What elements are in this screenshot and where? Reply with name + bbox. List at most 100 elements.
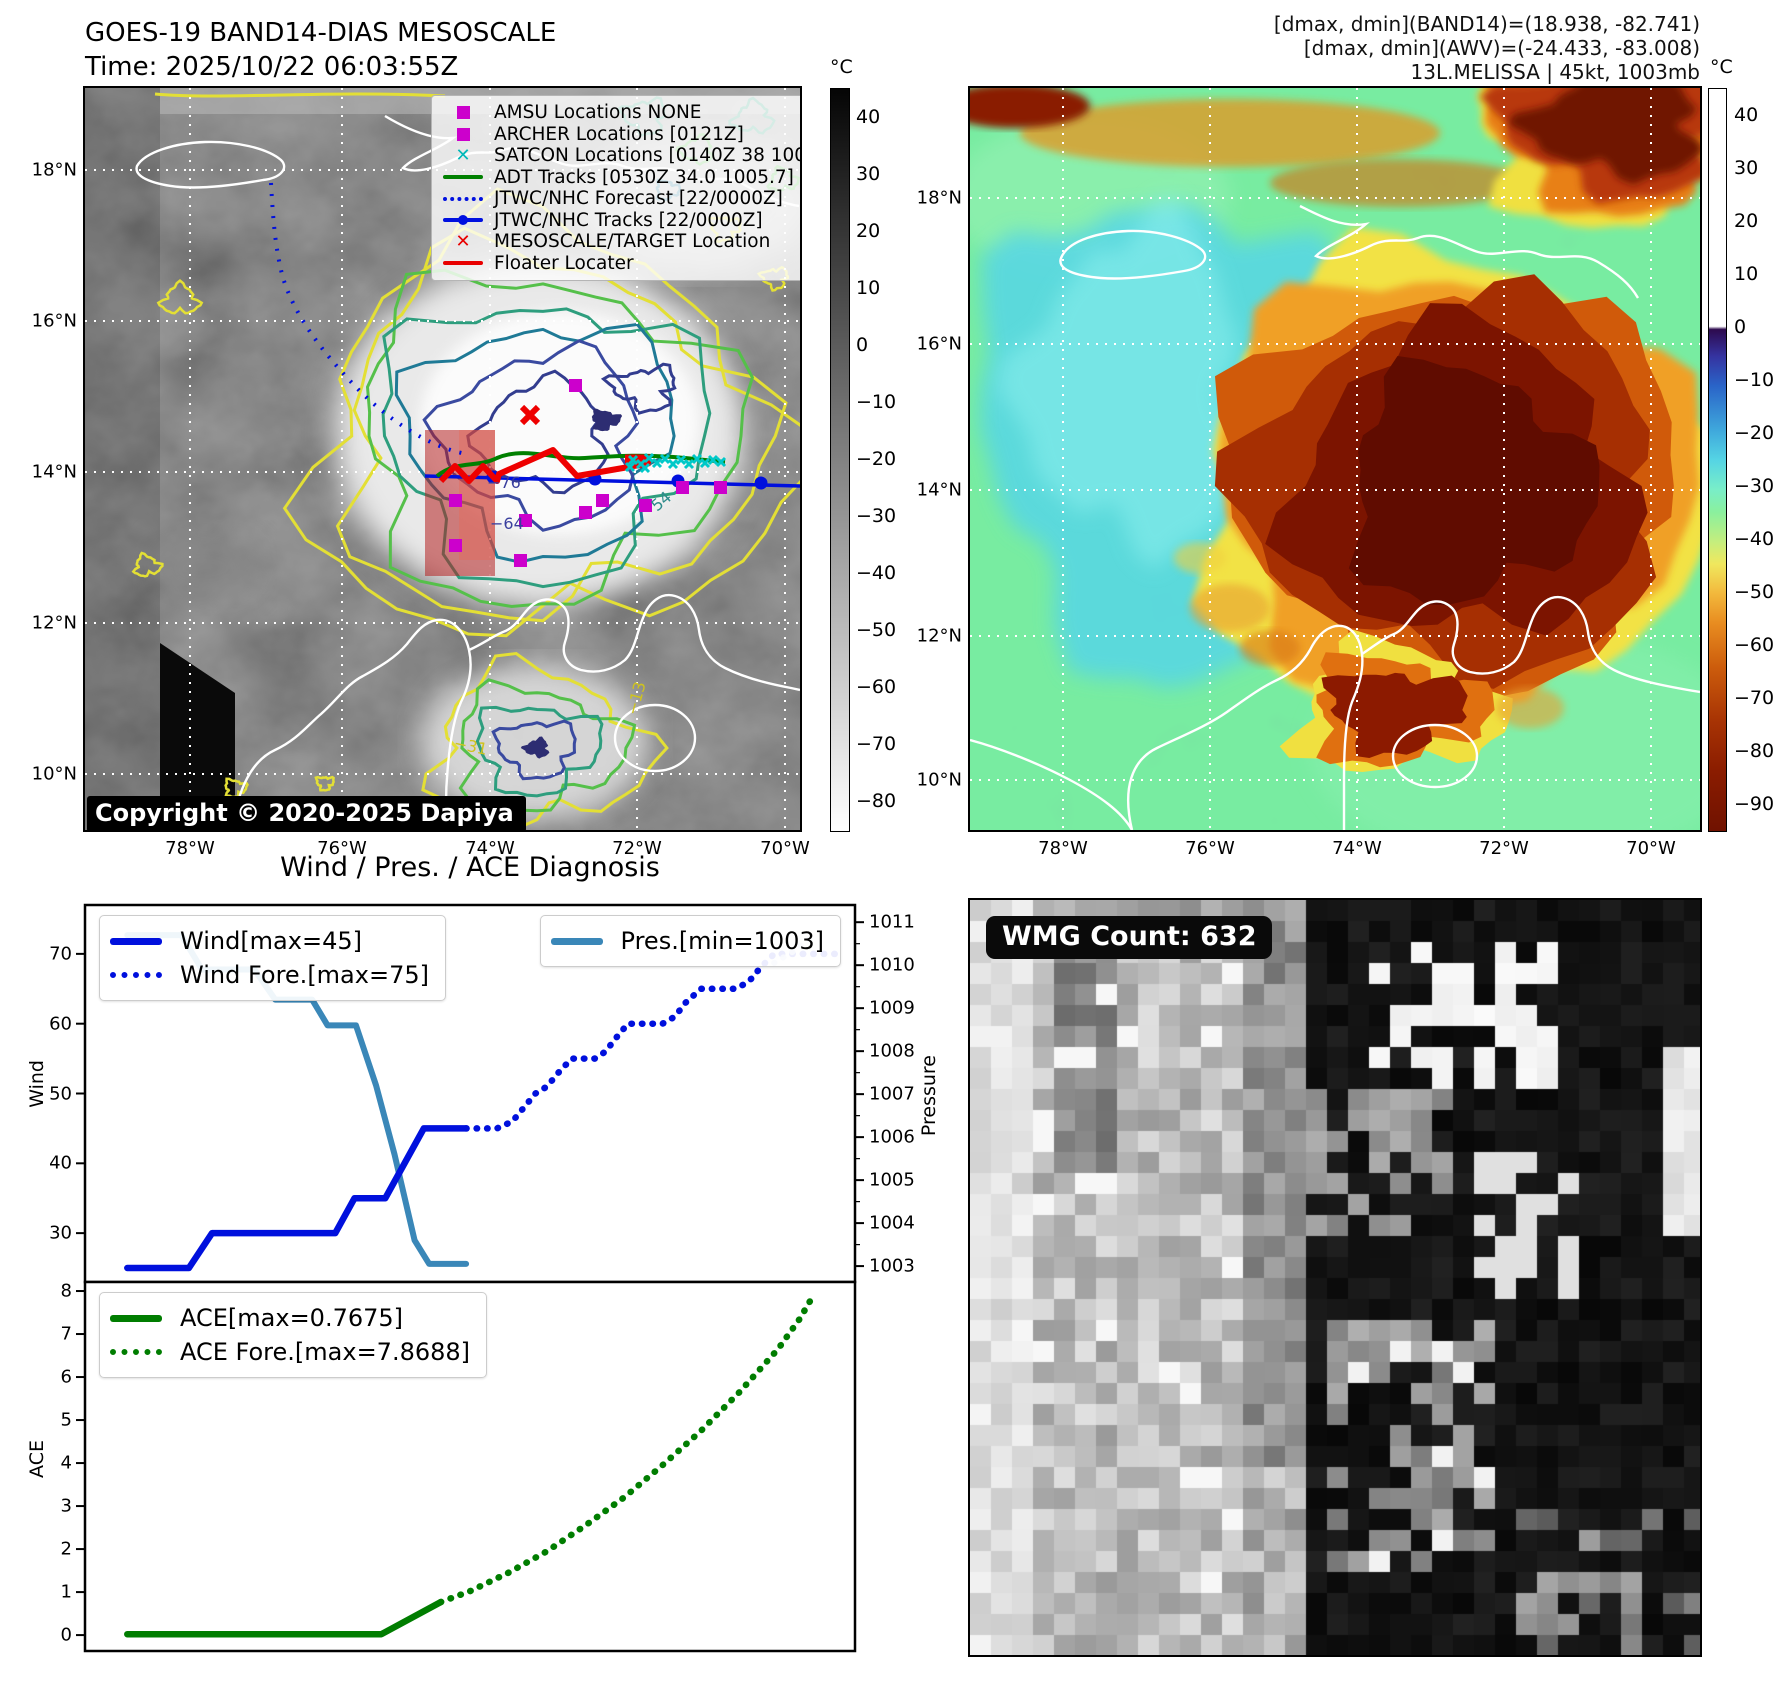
ace-ytick-label: 3 [60, 1495, 72, 1517]
band14-colorbar-tick: 20 [856, 219, 881, 242]
awv-colorbar-tick: −90 [1734, 792, 1775, 815]
band14-colorbar-tick: 10 [856, 276, 881, 299]
awv-lat-label: 12°N [916, 625, 962, 647]
awv-lon-label: 76°W [1185, 838, 1235, 859]
chart-legend-item: Wind[max=45] [110, 924, 429, 958]
map-legend-label: ARCHER Locations [0121Z] [494, 123, 744, 145]
coastline-hispaniola [1299, 204, 1640, 299]
band14-title-line2: Time: 2025/10/22 06:03:55Z [85, 52, 459, 82]
wind-ytick-label: 60 [49, 1013, 72, 1035]
map-legend-label: SATCON Locations [0140Z 38 1004] [494, 145, 802, 167]
awv-colorbar-tick: −80 [1734, 739, 1775, 762]
band14-colorbar-tick: 0 [856, 333, 869, 356]
pressure-ytick-label: 1004 [869, 1212, 915, 1234]
band14-colorbar-tick: −30 [856, 505, 897, 528]
amsu-archer-marker [514, 554, 527, 567]
coastline-south-america-north [1361, 595, 1700, 694]
coastline-lake [613, 703, 697, 773]
band14-map-legend: AMSU Locations NONE ARCHER Locations [012… [431, 95, 802, 281]
awv-lat-label: 16°N [916, 333, 962, 355]
pressure-ytick-label: 1009 [869, 997, 915, 1019]
awv-colorbar [1708, 88, 1727, 832]
satcon-marker [715, 456, 727, 468]
x-glyph: ✕ [455, 230, 471, 252]
coastline-lake [1391, 723, 1479, 789]
map-legend-item: JTWC/NHC Tracks [22/0000Z] [440, 210, 800, 232]
band14-colorbar-tick: −50 [856, 619, 897, 642]
amsu-archer-marker [596, 494, 609, 507]
band14-title-line1: GOES-19 BAND14-DIAS MESOSCALE [85, 18, 557, 48]
chart-legend-item: Wind Fore.[max=75] [110, 958, 429, 992]
line-icon [440, 261, 486, 266]
pressure-ytick-label: 1005 [869, 1169, 915, 1191]
band14-colorbar-tick: 30 [856, 162, 881, 185]
chart-legend-label: ACE Fore.[max=7.8688] [180, 1338, 471, 1366]
awv-colorbar-tick: −10 [1734, 368, 1775, 391]
wmg-panel: WMG Count: 632 [968, 898, 1702, 1657]
map-legend-label: ADT Tracks [0530Z 34.0 1005.7] [494, 166, 794, 188]
line-icon [440, 175, 486, 180]
dotted-icon [440, 196, 486, 201]
satcon-marker [707, 454, 719, 466]
pressure-axis-label: Pressure [918, 1055, 940, 1137]
band14-lat-label: 16°N [31, 310, 77, 332]
band14-colorbar-tick: −60 [856, 676, 897, 699]
wind-ytick-label: 70 [49, 943, 72, 965]
pressure-ytick-label: 1003 [869, 1255, 915, 1277]
awv-satellite-image [970, 88, 1700, 830]
map-legend-item: ADT Tracks [0530Z 34.0 1005.7] [440, 166, 800, 189]
map-legend-label: MESOSCALE/TARGET Location [494, 231, 771, 253]
awv-colorbar-tick: −30 [1734, 474, 1775, 497]
line-dot-glyph [443, 215, 483, 226]
awv-colorbar-tick: 40 [1734, 103, 1759, 126]
chart-legend-item: ACE Fore.[max=7.8688] [110, 1335, 470, 1369]
satcon-marker [675, 454, 687, 466]
ace-ytick-label: 2 [60, 1538, 72, 1560]
ace-legend: ACE[max=0.7675] ACE Fore.[max=7.8688] [99, 1292, 488, 1378]
map-legend-item: ARCHER Locations [0121Z] [440, 123, 800, 146]
chart-legend-label: Wind[max=45] [180, 927, 362, 955]
line-glyph [110, 1314, 168, 1322]
satcon-marker [624, 461, 636, 473]
bar [110, 937, 162, 945]
band14-colorbar-tick: −80 [856, 790, 897, 813]
map-legend-item: AMSU Locations NONE [440, 102, 800, 124]
band14-colorbar-tick: −40 [856, 562, 897, 585]
line-glyph [550, 937, 609, 945]
wind-ytick-label: 30 [49, 1222, 72, 1244]
wmg-pixel-image [970, 900, 1700, 1655]
band14-lon-label: 74°W [465, 838, 515, 859]
coastline-south-america-west [1126, 624, 1364, 830]
dash [110, 972, 162, 978]
awv-header-line2: [dmax, dmin](AWV)=(-24.433, -83.008) [1303, 36, 1700, 60]
map-legend-label: Floater Locater [494, 252, 634, 274]
satcon-marker [639, 462, 651, 474]
band14-colorbar-tick: −20 [856, 448, 897, 470]
band14-lon-label: 78°W [165, 838, 215, 859]
map-legend-item: JTWC/NHC Forecast [22/0000Z] [440, 188, 800, 210]
awv-colorbar-tick: −40 [1734, 527, 1775, 550]
x-glyph: ✕ [455, 144, 471, 166]
bar [110, 1314, 162, 1322]
floater-locater-line [438, 447, 651, 484]
coastline-south-america-west [231, 618, 472, 830]
awv-colorbar-tick: 30 [1734, 156, 1759, 179]
x-icon: ✕ [440, 144, 486, 166]
wind-axis-label: Wind [26, 1060, 48, 1108]
awv-colorbar-tick: 20 [1734, 209, 1759, 232]
ace-ytick-label: 0 [60, 1624, 72, 1646]
contour-label: −76 [487, 473, 521, 492]
satcon-marker [683, 458, 695, 470]
coastline-south-america-north [468, 593, 800, 692]
wind-ytick-label: 50 [49, 1083, 72, 1104]
ace-ytick-label: 7 [60, 1323, 72, 1345]
chart-legend-label: Pres.[min=1003] [620, 927, 824, 955]
band14-colorbar-tick: 40 [856, 105, 881, 128]
band14-colorbar-tick: −10 [856, 390, 897, 413]
pressure-ytick-label: 1011 [869, 911, 915, 933]
band14-map: −76 −64 54 −31 −13 AMSU Locations NONE ARCHER… [83, 86, 802, 832]
satcon-marker [659, 453, 671, 465]
awv-header-line1: [dmax, dmin](BAND14)=(18.938, -82.741) [1273, 12, 1700, 36]
map-legend-item: Floater Locater [440, 252, 800, 275]
ace-axis-label: ACE [26, 1440, 48, 1478]
